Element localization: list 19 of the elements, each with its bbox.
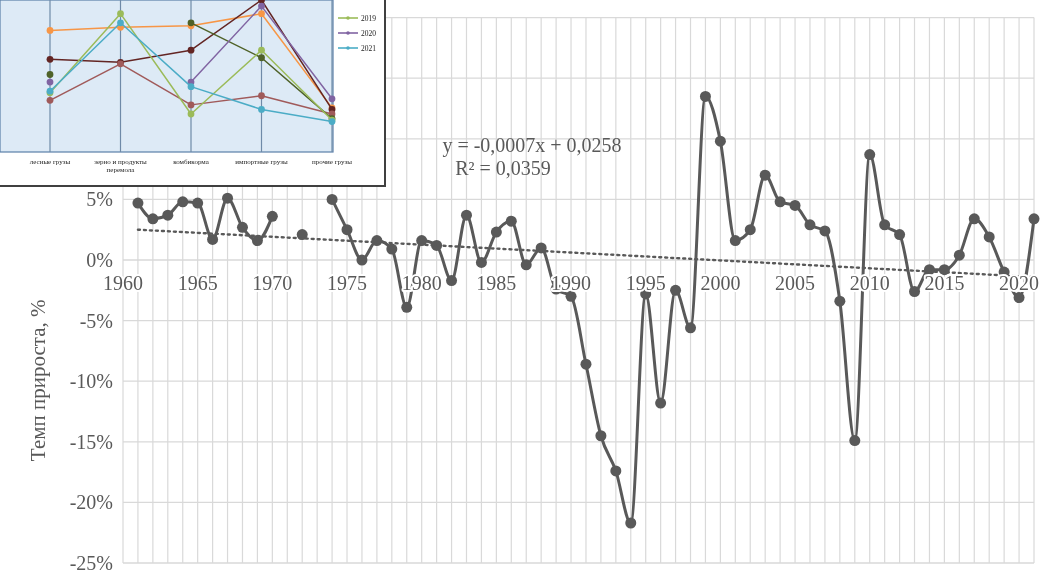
annotation: y = -0,0007x + 0,0258 [442,134,622,157]
y-tick-label: 0% [86,249,113,271]
y-tick-label: -5% [79,309,113,332]
y-tick-label: 5% [86,188,113,211]
x-tick-label: 1970 [252,272,293,294]
y-tick-label: -15% [69,430,113,453]
x-tick-label: 2005 [775,272,816,294]
x-tick-label: 2000 [700,272,741,294]
y-axis-title: Темп прироста, % [26,299,50,462]
x-tick-label: 1960 [103,272,143,294]
x-tick-label: 1975 [327,272,368,294]
annotation: R² = 0,0359 [455,157,551,179]
x-tick-label: 1995 [625,272,666,294]
x-tick-label: 1965 [177,272,218,294]
x-tick-label: 2015 [924,272,965,294]
y-tick-label: -10% [69,370,113,393]
y-tick-label: -20% [69,491,113,514]
y-tick-label: -25% [69,552,113,574]
x-tick-label: 1985 [476,272,517,294]
